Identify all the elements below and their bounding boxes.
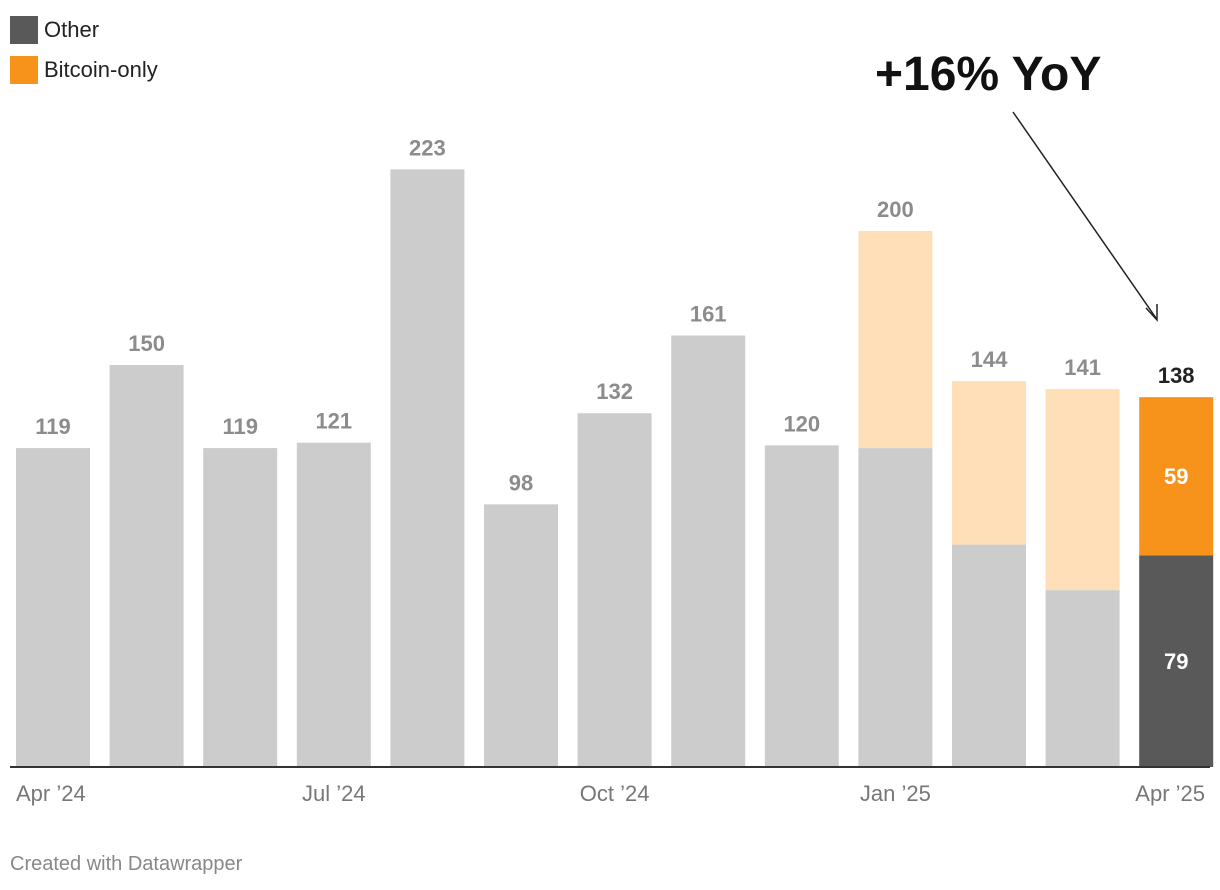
x-tick-label-12: Apr ’25 (1135, 781, 1205, 806)
annotation-arrow (1012, 111, 1157, 319)
legend-item-other: Other (10, 10, 158, 50)
bar-bitcoin-only-10 (952, 381, 1026, 545)
total-label-2: 119 (222, 414, 258, 439)
bar-other-10 (952, 544, 1026, 767)
total-label-3: 121 (315, 409, 352, 434)
segment-label-other-12: 79 (1164, 649, 1188, 674)
bars-group (16, 169, 1214, 768)
bar-bitcoin-only-11 (1045, 389, 1120, 591)
bar-other-11 (1045, 590, 1120, 767)
footer-credit: Created with Datawrapper (10, 853, 243, 875)
x-tick-label-0: Apr ’24 (16, 781, 86, 806)
bar-other-2 (203, 448, 278, 767)
segment-label-bitcoin-only-12: 59 (1164, 464, 1188, 489)
bar-other-7 (671, 335, 746, 767)
bar-other-4 (390, 169, 465, 768)
total-label-0: 119 (35, 414, 71, 439)
x-tick-labels-group: Apr ’24 Jul ’24 Oct ’24 Jan ’25 Apr ’25 (16, 781, 1205, 806)
bar-other-1 (109, 365, 184, 767)
bar-other-0 (16, 448, 90, 767)
bar-bitcoin-only-9 (858, 231, 933, 449)
total-label-12: 138 (1158, 363, 1195, 388)
total-label-5: 98 (509, 470, 533, 495)
bar-other-5 (484, 504, 558, 767)
legend-swatch-other (10, 16, 38, 44)
total-label-10: 144 (971, 347, 1008, 372)
legend-swatch-bitcoin-only (10, 56, 38, 84)
total-label-7: 161 (690, 302, 727, 327)
total-label-1: 150 (128, 331, 165, 356)
bar-other-6 (577, 413, 652, 767)
x-tick-label-6: Oct ’24 (580, 781, 650, 806)
bar-other-9 (858, 448, 933, 767)
x-tick-label-9: Jan ’25 (860, 781, 931, 806)
total-label-9: 200 (877, 197, 914, 222)
bar-bitcoin-only-12 (1139, 397, 1214, 556)
bar-other-3 (296, 442, 371, 767)
annotation-text: +16% YoY (875, 48, 1101, 101)
value-labels-group: 119 150 119 121 223 98 132 161 120 200 144 141 138 79… (35, 135, 1194, 674)
total-label-4: 223 (409, 135, 446, 160)
total-label-11: 141 (1064, 355, 1101, 380)
x-tick-label-3: Jul ’24 (302, 781, 366, 806)
bar-other-8 (764, 445, 839, 767)
total-label-8: 120 (783, 411, 820, 436)
legend: Other Bitcoin-only (10, 10, 158, 90)
annotation-arrowhead (1145, 304, 1158, 322)
bar-other-12 (1139, 555, 1214, 767)
legend-item-bitcoin-only: Bitcoin-only (10, 50, 158, 90)
legend-label-other: Other (44, 17, 100, 42)
total-label-6: 132 (596, 379, 633, 404)
legend-label-bitcoin-only: Bitcoin-only (44, 57, 158, 82)
